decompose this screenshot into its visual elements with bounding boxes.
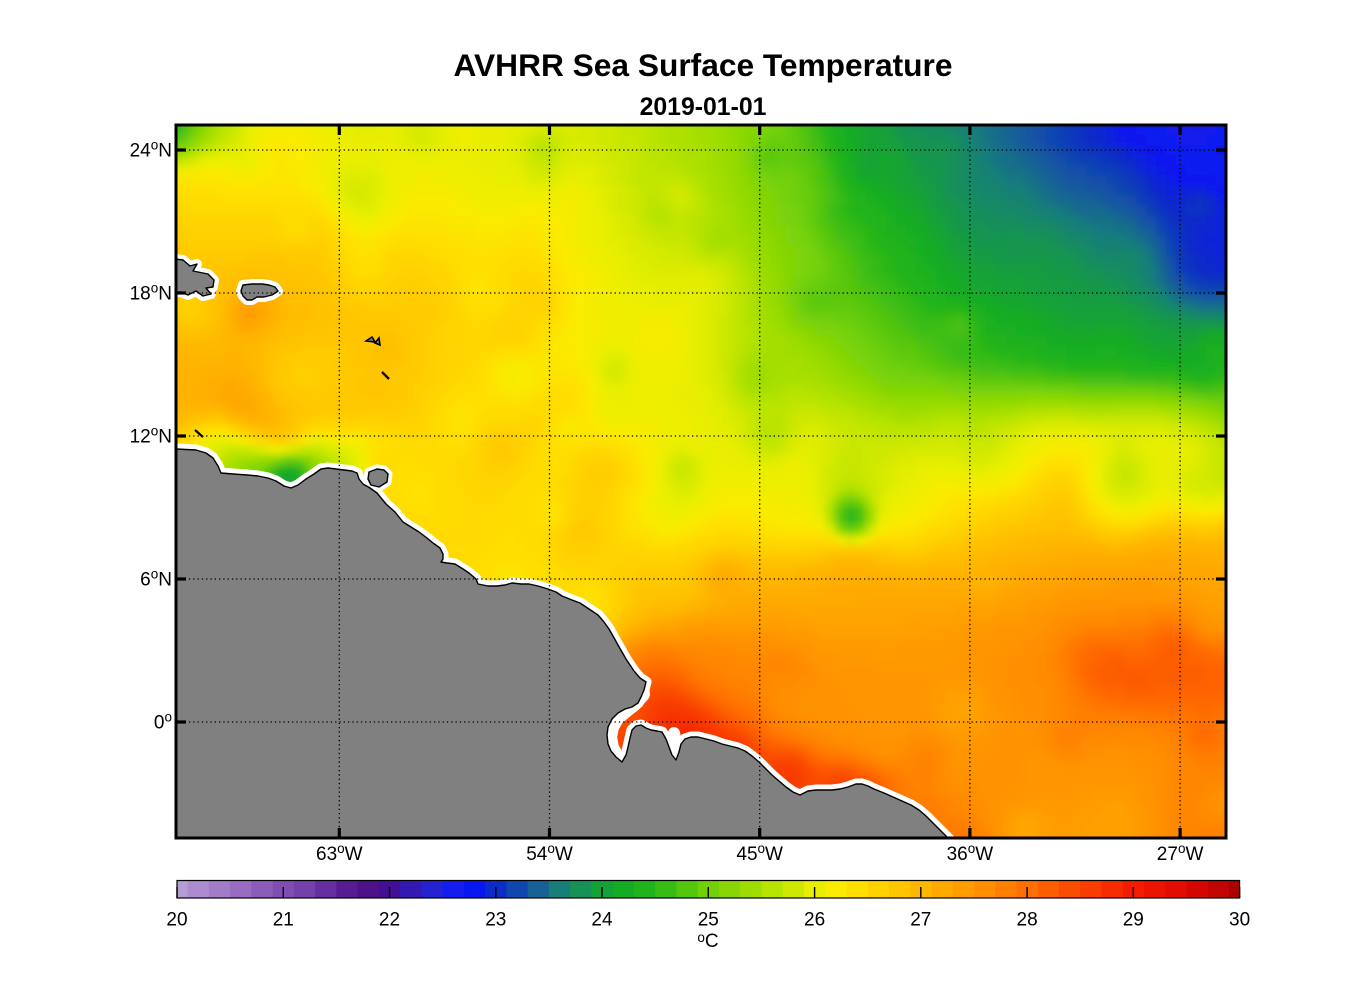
svg-text:2019-01-01: 2019-01-01: [640, 94, 767, 121]
svg-text:AVHRR Sea Surface Temperature: AVHRR Sea Surface Temperature: [454, 47, 953, 83]
